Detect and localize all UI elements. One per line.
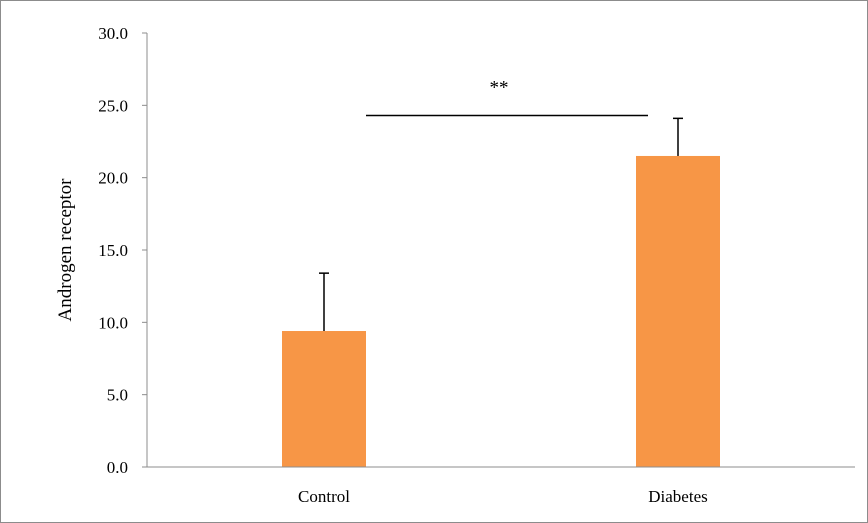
y-axis-title: Androgen receptor [55, 178, 76, 322]
significance-label: ** [490, 77, 509, 98]
y-tick-label: 30.0 [98, 24, 128, 43]
y-tick-label: 20.0 [98, 169, 128, 188]
y-axis-ticks: 0.0 5.0 10.0 15.0 20.0 25.0 30.0 [98, 24, 147, 477]
x-category-label: Control [298, 487, 350, 506]
y-tick-label: 0.0 [107, 458, 128, 477]
error-bars [319, 118, 683, 331]
y-tick-label: 5.0 [107, 386, 128, 405]
bars [282, 156, 720, 467]
y-tick-label: 25.0 [98, 96, 128, 115]
y-tick-label: 10.0 [98, 313, 128, 332]
bar-diabetes [636, 156, 720, 467]
x-axis-labels: Control Diabetes [298, 487, 708, 506]
bar-control [282, 331, 366, 467]
y-tick-label: 15.0 [98, 241, 128, 260]
x-category-label: Diabetes [648, 487, 707, 506]
